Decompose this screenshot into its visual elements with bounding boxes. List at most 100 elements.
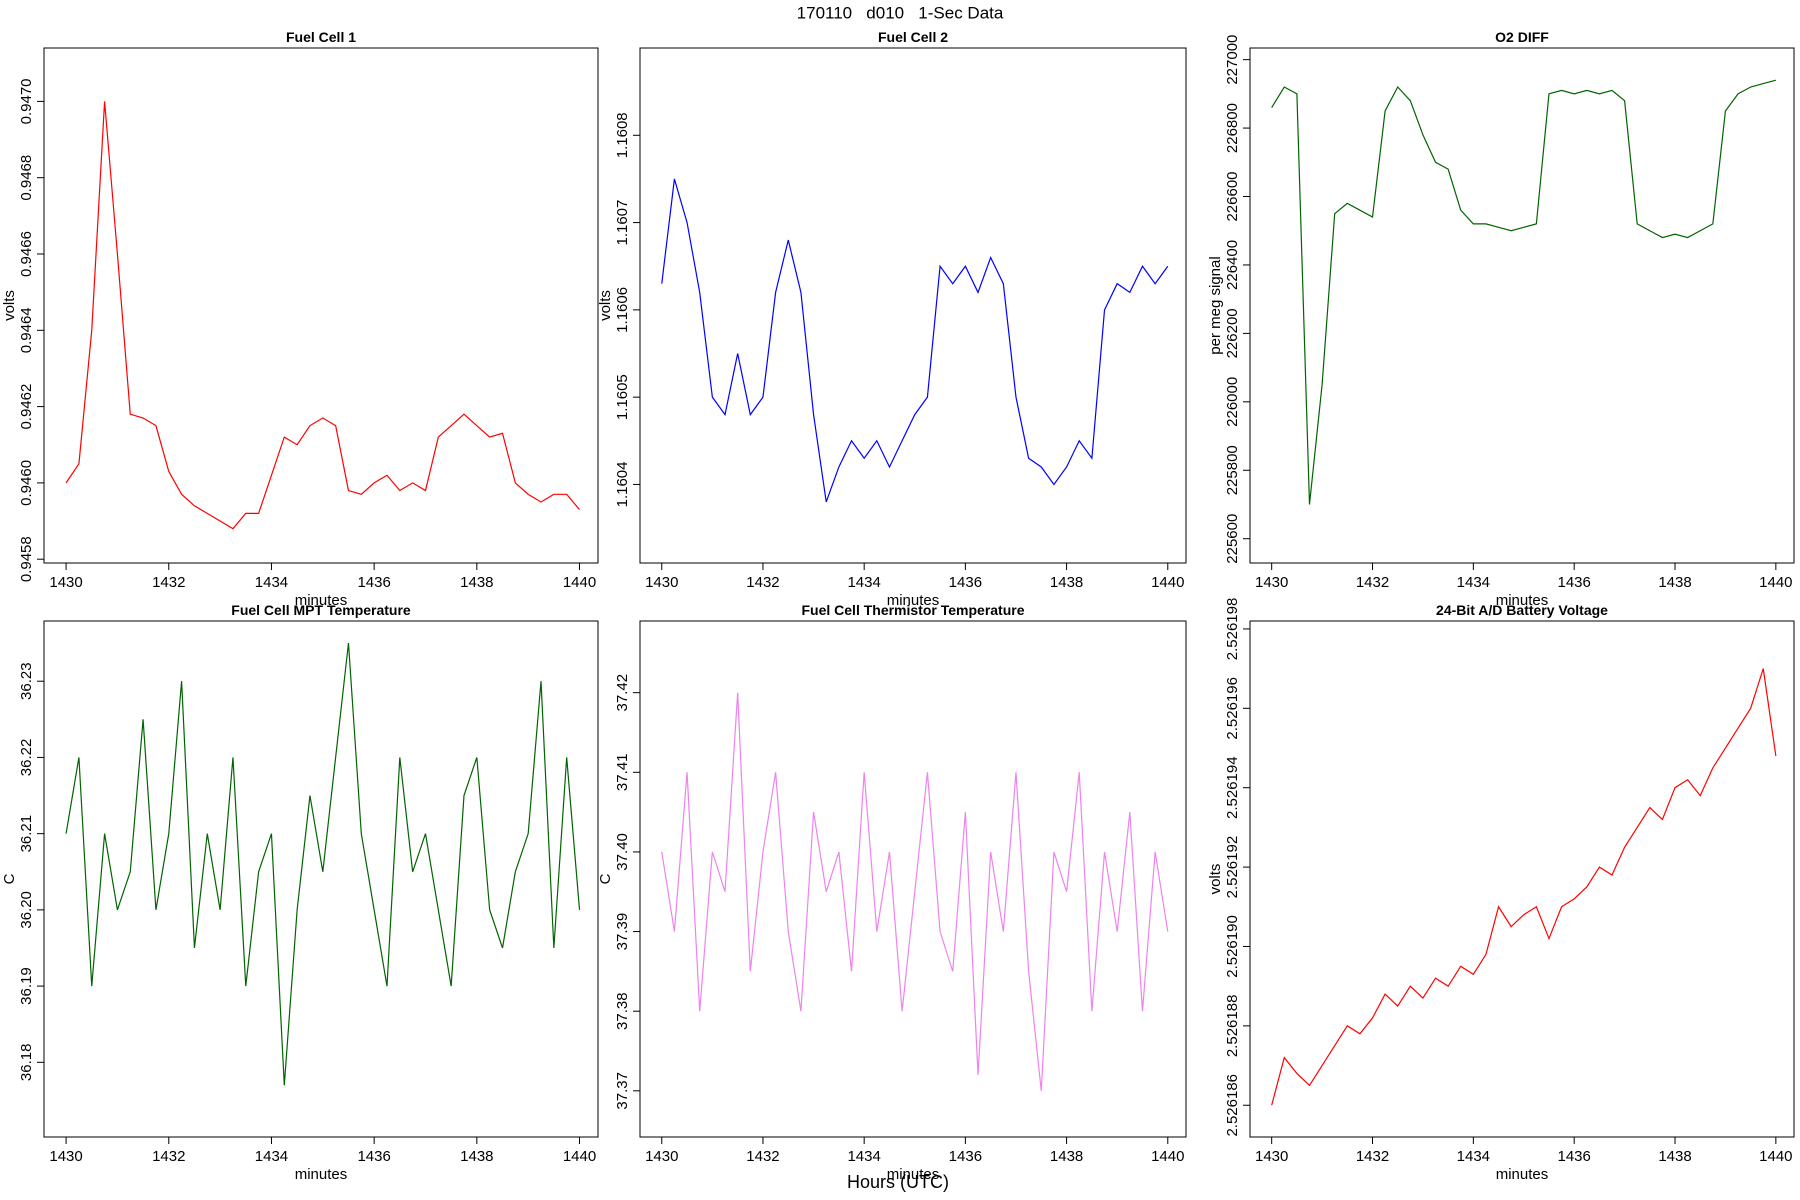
y-tick-label: 2.526194 [1224, 756, 1241, 819]
x-tick-label: 1436 [949, 574, 982, 591]
x-tick-label: 1434 [1457, 574, 1490, 591]
y-tick-label: 36.19 [18, 967, 35, 1005]
y-tick-label: 1.1605 [614, 374, 631, 420]
data-line [661, 178, 1169, 503]
y-tick-label: 36.18 [18, 1044, 35, 1082]
x-tick-label: 1432 [152, 574, 185, 591]
x-tick-label: 1438 [460, 1148, 493, 1165]
plot-frame [639, 47, 1187, 564]
y-tick-label: 37.40 [614, 833, 631, 871]
x-tick-label: 1436 [1557, 574, 1590, 591]
y-tick-label: 36.22 [18, 739, 35, 777]
y-tick-label: 226800 [1224, 103, 1241, 153]
x-tick-label: 1432 [746, 574, 779, 591]
x-axis-label: minutes [295, 592, 348, 609]
y-axis-label: C [597, 873, 614, 884]
plot-frame [1249, 47, 1795, 564]
figure-title: 170110 d010 1-Sec Data [797, 3, 1004, 22]
y-tick-label: 36.21 [18, 815, 35, 853]
data-line [661, 692, 1169, 1091]
plot-frame [639, 620, 1187, 1138]
y-axis-label: per meg signal [1207, 256, 1224, 354]
y-tick-label: 0.9468 [18, 155, 35, 201]
y-tick-label: 225800 [1224, 445, 1241, 495]
y-tick-label: 0.9460 [18, 460, 35, 506]
x-tick-label: 1440 [563, 574, 596, 591]
x-tick-label: 1440 [1759, 1148, 1792, 1165]
x-tick-label: 1440 [1151, 1148, 1184, 1165]
y-tick-label: 1.1606 [614, 287, 631, 333]
x-tick-label: 1436 [357, 1148, 390, 1165]
x-tick-label: 1434 [847, 1148, 880, 1165]
data-line [1271, 668, 1777, 1106]
panel-title: Fuel Cell MPT Temperature [231, 602, 411, 618]
y-tick-label: 1.1607 [614, 200, 631, 246]
panel-title: 24-Bit A/D Battery Voltage [1436, 602, 1608, 618]
y-tick-label: 0.9458 [18, 536, 35, 582]
x-tick-label: 1432 [746, 1148, 779, 1165]
y-tick-label: 226000 [1224, 377, 1241, 427]
x-tick-label: 1438 [1050, 574, 1083, 591]
y-tick-label: 2.526196 [1224, 677, 1241, 740]
x-tick-label: 1430 [1255, 1148, 1288, 1165]
panel-title: O2 DIFF [1495, 29, 1549, 45]
x-tick-label: 1434 [255, 1148, 288, 1165]
x-tick-label: 1436 [357, 574, 390, 591]
data-line [1271, 79, 1777, 505]
x-tick-label: 1436 [949, 1148, 982, 1165]
x-tick-label: 1430 [645, 1148, 678, 1165]
x-axis-label: minutes [1496, 592, 1549, 609]
y-tick-label: 227000 [1224, 35, 1241, 85]
x-axis-label: minutes [1496, 1166, 1549, 1183]
x-tick-label: 1438 [1658, 1148, 1691, 1165]
plot-frame [43, 620, 599, 1138]
x-tick-label: 1430 [1255, 574, 1288, 591]
y-tick-label: 0.9462 [18, 384, 35, 430]
x-tick-label: 1432 [152, 1148, 185, 1165]
y-tick-label: 225600 [1224, 514, 1241, 564]
panel-title: Fuel Cell 2 [878, 29, 948, 45]
y-axis-label: volts [597, 290, 614, 321]
x-tick-label: 1438 [1050, 1148, 1083, 1165]
y-tick-label: 37.39 [614, 913, 631, 951]
x-axis-label: minutes [887, 1166, 940, 1183]
y-tick-label: 2.526198 [1224, 598, 1241, 661]
y-axis-label: volts [1, 290, 18, 321]
x-tick-label: 1440 [1151, 574, 1184, 591]
y-axis-label: volts [1207, 864, 1224, 895]
x-tick-label: 1432 [1356, 1148, 1389, 1165]
panel-title: Fuel Cell Thermistor Temperature [801, 602, 1024, 618]
plot-frame [43, 47, 599, 564]
plot-frame [1249, 620, 1795, 1138]
y-tick-label: 37.41 [614, 754, 631, 792]
x-axis-label: minutes [887, 592, 940, 609]
x-tick-label: 1438 [460, 574, 493, 591]
x-tick-label: 1430 [49, 574, 82, 591]
x-tick-label: 1440 [563, 1148, 596, 1165]
y-tick-label: 36.20 [18, 891, 35, 929]
y-tick-label: 1.1604 [614, 461, 631, 507]
y-tick-label: 226200 [1224, 308, 1241, 358]
panel-title: Fuel Cell 1 [286, 29, 356, 45]
x-tick-label: 1434 [847, 574, 880, 591]
x-tick-label: 1430 [49, 1148, 82, 1165]
x-tick-label: 1438 [1658, 574, 1691, 591]
y-tick-label: 2.526186 [1224, 1074, 1241, 1137]
data-line [65, 101, 580, 530]
x-tick-label: 1430 [645, 574, 678, 591]
y-tick-label: 37.37 [614, 1072, 631, 1110]
x-axis-label: minutes [295, 1166, 348, 1183]
y-tick-label: 0.9470 [18, 78, 35, 124]
x-tick-label: 1434 [1457, 1148, 1490, 1165]
y-tick-label: 36.23 [18, 662, 35, 700]
y-tick-label: 37.42 [614, 674, 631, 712]
y-tick-label: 226600 [1224, 171, 1241, 221]
x-tick-label: 1434 [255, 574, 288, 591]
y-tick-label: 226400 [1224, 240, 1241, 290]
x-tick-label: 1440 [1759, 574, 1792, 591]
x-tick-label: 1432 [1356, 574, 1389, 591]
y-tick-label: 37.38 [614, 992, 631, 1030]
figure-xlabel: Hours (UTC) [847, 1172, 949, 1192]
data-line [65, 643, 581, 1086]
x-tick-label: 1436 [1557, 1148, 1590, 1165]
